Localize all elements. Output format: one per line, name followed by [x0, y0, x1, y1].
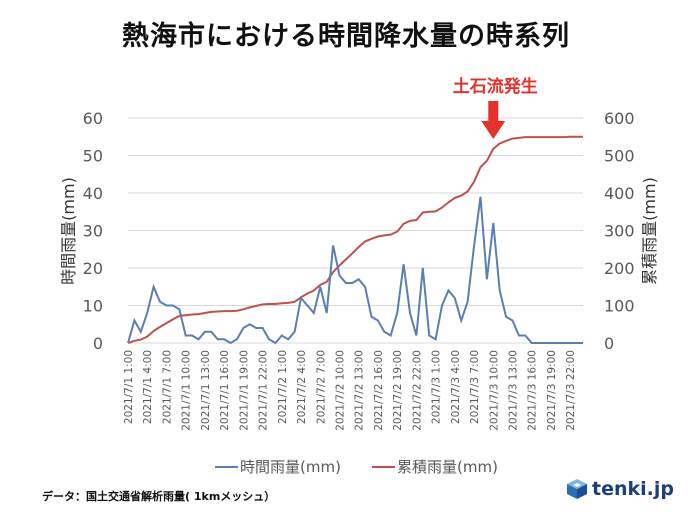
- annotation-label: 土石流発生: [453, 76, 538, 97]
- y-axis-label: 時間雨量(mm): [59, 177, 78, 285]
- x-tick-label: 2021/7/2 19:00: [392, 350, 404, 431]
- x-tick-label: 2021/7/1 13:00: [200, 350, 212, 431]
- series-cumulative-line: [127, 135, 583, 344]
- x-tick-label: 2021/7/1 7:00: [161, 350, 173, 424]
- x-tick-label: 2021/7/3 13:00: [508, 350, 520, 431]
- legend-label-cumulative: 累積雨量(mm): [397, 458, 498, 476]
- y-tick-label: 40: [83, 184, 103, 203]
- annotation-arrow-shaft: [488, 101, 499, 123]
- chart-title: 熱海市における時間降水量の時系列: [122, 21, 570, 52]
- x-tick-label: 2021/7/3 1:00: [431, 350, 443, 424]
- y2-tick-label: 0: [604, 334, 614, 353]
- legend-label-hourly: 時間雨量(mm): [240, 458, 341, 476]
- x-tick-label: 2021/7/3 22:00: [565, 350, 577, 431]
- x-tick-label: 2021/7/1 19:00: [238, 350, 250, 431]
- x-tick-label: 2021/7/2 4:00: [296, 350, 308, 424]
- x-tick-label: 2021/7/2 10:00: [334, 350, 346, 431]
- x-tick-label: 2021/7/3 4:00: [450, 350, 462, 424]
- x-tick-label: 2021/7/1 22:00: [258, 350, 270, 431]
- x-tick-label: 2021/7/2 13:00: [354, 350, 366, 431]
- y2-tick-label: 300: [604, 222, 635, 241]
- x-tick-label: 2021/7/3 16:00: [527, 350, 539, 431]
- x-tick-label: 2021/7/3 7:00: [469, 350, 481, 424]
- cube-icon: [567, 479, 587, 499]
- annotation-arrow-head: [481, 121, 506, 139]
- x-tick-label: 2021/7/2 7:00: [315, 350, 327, 424]
- y-tick-label: 50: [83, 147, 103, 166]
- y2-tick-label: 200: [604, 259, 635, 278]
- x-tick-label: 2021/7/1 4:00: [142, 350, 154, 424]
- x-tick-label: 2021/7/3 19:00: [546, 350, 558, 431]
- y-tick-label: 0: [93, 334, 103, 353]
- y-tick-label: 10: [83, 297, 103, 316]
- data-source-note: データ：国土交通省解析雨量( 1kmメッシュ）: [42, 490, 276, 503]
- y-tick-label: 30: [83, 222, 103, 241]
- x-tick-label: 2021/7/2 22:00: [411, 350, 423, 431]
- x-tick-label: 2021/7/3 10:00: [488, 350, 500, 431]
- y2-tick-label: 100: [604, 297, 635, 316]
- y2-axis-label: 累積雨量(mm): [640, 177, 659, 285]
- tenki-logo: tenki.jp: [566, 478, 674, 500]
- x-tick-label: 2021/7/1 16:00: [219, 350, 231, 431]
- y2-tick-label: 500: [604, 147, 635, 166]
- x-tick-label: 2021/7/1 10:00: [181, 350, 193, 431]
- y-tick-label: 60: [83, 109, 103, 128]
- y2-tick-label: 400: [604, 184, 635, 203]
- x-tick-label: 2021/7/1 1:00: [123, 350, 135, 424]
- y-tick-label: 20: [83, 259, 103, 278]
- series-hourly-line: [127, 196, 583, 345]
- x-tick-label: 2021/7/2 1:00: [277, 350, 289, 424]
- logo-text: tenki.jp: [592, 478, 674, 500]
- x-tick-label: 2021/7/2 16:00: [373, 350, 385, 431]
- y2-tick-label: 600: [604, 109, 635, 128]
